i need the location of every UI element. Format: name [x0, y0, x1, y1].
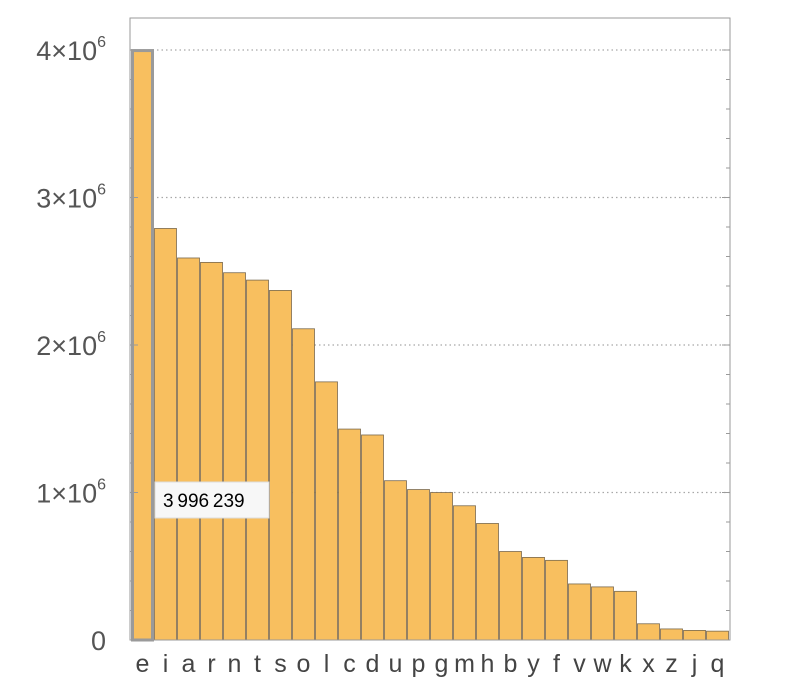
bar-v[interactable] — [568, 583, 591, 641]
bar-k[interactable] — [614, 590, 637, 641]
x-tick-label-r: r — [207, 650, 215, 678]
plot-frame — [129, 17, 731, 641]
bar-f[interactable] — [545, 559, 568, 641]
bar-r[interactable] — [200, 261, 223, 641]
bar-t[interactable] — [246, 279, 269, 641]
bar-u[interactable] — [384, 480, 407, 641]
x-tick-label-e: e — [136, 650, 150, 678]
x-tick-label-l: l — [324, 650, 330, 678]
x-tick-label-i: i — [163, 650, 169, 678]
bar-p[interactable] — [407, 489, 430, 641]
bar-y[interactable] — [522, 557, 545, 641]
bar-n[interactable] — [223, 272, 246, 641]
x-tick-label-f: f — [553, 650, 560, 678]
x-tick-label-u: u — [389, 650, 403, 678]
x-tick-label-d: d — [366, 650, 380, 678]
x-tick-label-g: g — [435, 650, 449, 678]
bar-o[interactable] — [292, 328, 315, 641]
y-tick-label-3: 3×106 — [36, 182, 106, 214]
x-tick-label-h: h — [481, 650, 495, 678]
bar-s[interactable] — [269, 290, 292, 641]
x-tick-label-t: t — [254, 650, 261, 678]
bar-w[interactable] — [591, 586, 614, 641]
bar-d[interactable] — [361, 434, 384, 641]
x-tick-label-c: c — [343, 650, 356, 678]
bar-a[interactable] — [177, 257, 200, 641]
bar-j[interactable] — [683, 630, 706, 641]
x-tick-label-y: y — [527, 650, 540, 678]
bar-z[interactable] — [660, 628, 683, 641]
bar-i[interactable] — [154, 228, 177, 641]
x-tick-label-m: m — [454, 650, 475, 678]
x-tick-label-k: k — [619, 650, 632, 678]
bar-c[interactable] — [338, 428, 361, 641]
y-tick-label-0: 0 — [91, 626, 106, 656]
bar-g[interactable] — [430, 492, 453, 641]
x-tick-label-w: w — [592, 650, 612, 678]
x-tick-label-x: x — [642, 650, 655, 678]
tooltip-value: 3 996 239 — [163, 491, 245, 512]
bars — [131, 49, 729, 642]
bar-x[interactable] — [637, 623, 660, 641]
x-tick-label-v: v — [573, 650, 586, 678]
x-tick-label-o: o — [297, 650, 311, 678]
tooltip-box — [154, 481, 270, 519]
y-tick-label-4: 4×106 — [36, 34, 106, 66]
x-tick-label-z: z — [665, 650, 678, 678]
value-tooltip: 3 996 239 — [154, 481, 270, 519]
y-tick-label-1: 1×106 — [36, 477, 106, 509]
bar-h[interactable] — [476, 523, 499, 641]
bar-m[interactable] — [453, 505, 476, 641]
bar-b[interactable] — [499, 551, 522, 641]
x-tick-label-p: p — [412, 650, 426, 678]
bar-q[interactable] — [706, 630, 729, 641]
bar-l[interactable] — [315, 381, 338, 641]
y-tick-label-2: 2×106 — [36, 329, 106, 361]
x-tick-label-q: q — [711, 650, 725, 678]
x-tick-label-n: n — [228, 650, 242, 678]
x-tick-label-b: b — [504, 650, 518, 678]
x-tick-label-s: s — [274, 650, 287, 678]
x-tick-label-a: a — [182, 650, 196, 678]
x-tick-label-j: j — [691, 650, 698, 678]
y-axis-ticks: 0 1×106 2×106 3×106 4×106 — [36, 34, 730, 656]
